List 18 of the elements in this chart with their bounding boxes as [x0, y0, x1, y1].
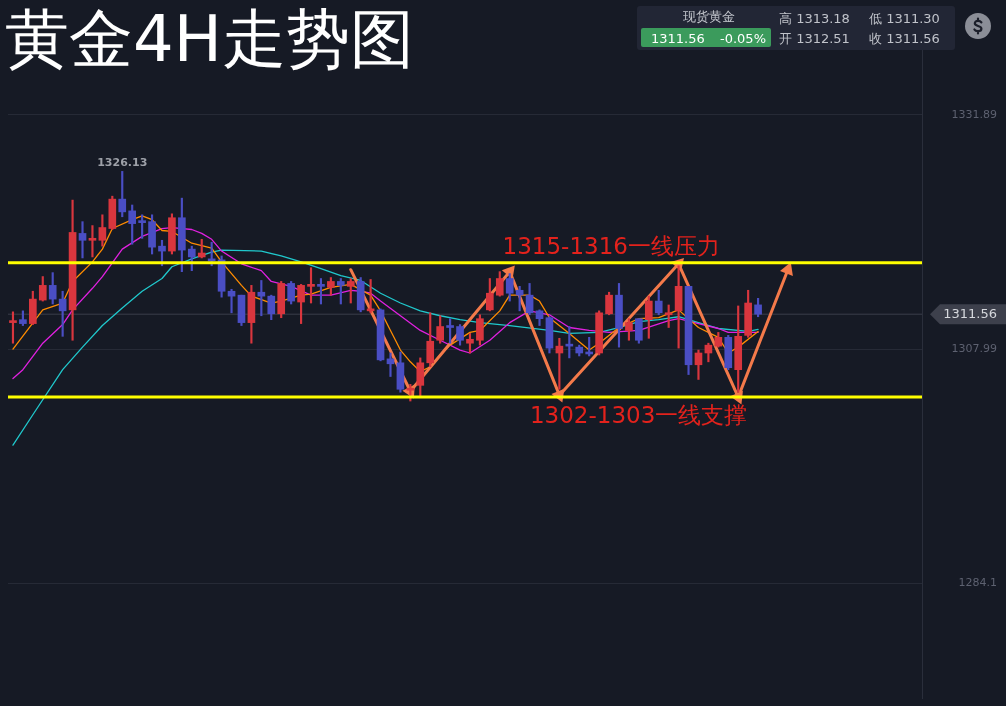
annotation: 1326.13 [97, 155, 148, 169]
annotation: 1311.56 [651, 30, 705, 47]
annotation: 开 1312.51 [779, 30, 850, 47]
candlestick [78, 221, 87, 259]
point [779, 262, 793, 276]
annotation: 现货黄金 [682, 8, 736, 25]
ref-line-label: 1315-1316一线压力 [502, 233, 720, 260]
ref-line-label: 1311.56 [943, 305, 997, 321]
y-tick-label: 1284.1 [958, 576, 997, 590]
y-tick-label: 1331.89 [951, 107, 997, 121]
annotation: 低 1311.30 [869, 10, 940, 27]
annotation: 高 1313.18 [779, 10, 850, 27]
ref-line-label: 1302-1303一线支撑 [529, 401, 748, 428]
chart-title: 黄金4H走势图 [5, 2, 414, 76]
candlestick [88, 225, 97, 258]
annotation: 收 1311.56 [869, 30, 940, 47]
y-tick-label: 1307.99 [951, 342, 997, 356]
annotation: -0.05% [719, 30, 766, 47]
